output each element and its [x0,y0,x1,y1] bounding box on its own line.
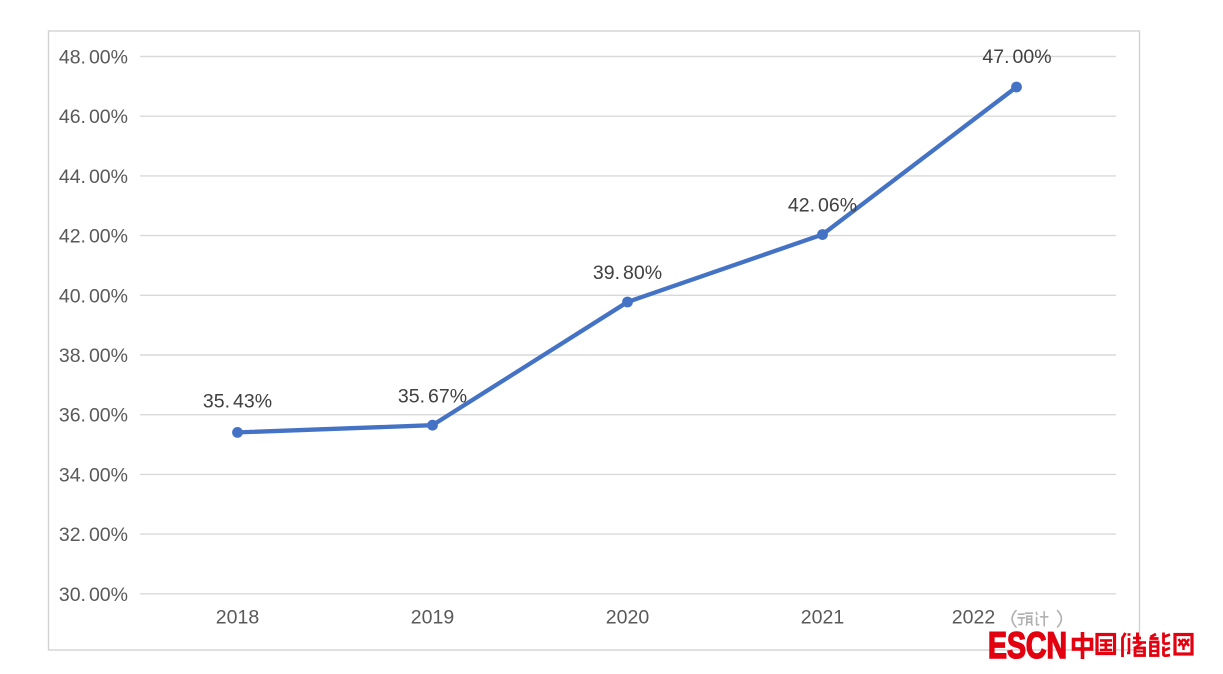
svg-text:47.00%: 47. 00% [982,46,1051,68]
svg-text:39.80%: 39. 80% [593,262,662,284]
svg-text:30.00%: 30. 00% [59,584,128,606]
svg-text:35.67%: 35. 67% [398,385,467,407]
svg-text:32.00%: 32. 00% [59,524,128,546]
svg-text:2021: 2021 [801,607,844,629]
svg-text:34.00%: 34. 00% [59,464,128,486]
svg-text:36.00%: 36. 00% [59,405,128,427]
svg-text:44.00%: 44. 00% [59,166,128,188]
svg-text:46.00%: 46. 00% [59,106,128,128]
svg-text:42.06%: 42. 06% [788,195,857,217]
svg-text:2019: 2019 [411,607,454,629]
svg-text:40.00%: 40. 00% [59,285,128,307]
svg-text:2020: 2020 [606,607,650,629]
svg-text:2022: 2022 [952,607,995,629]
svg-text:2018: 2018 [216,607,259,629]
svg-text:ESCN: ESCN [988,625,1067,666]
svg-text:38.00%: 38. 00% [59,345,128,367]
svg-text:42.00%: 42. 00% [59,226,128,248]
svg-text:35.43%: 35. 43% [203,391,272,413]
svg-text:48.00%: 48. 00% [59,47,128,69]
